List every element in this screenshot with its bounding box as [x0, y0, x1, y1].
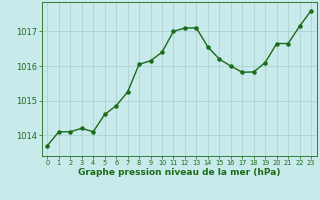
X-axis label: Graphe pression niveau de la mer (hPa): Graphe pression niveau de la mer (hPa) [78, 168, 280, 177]
